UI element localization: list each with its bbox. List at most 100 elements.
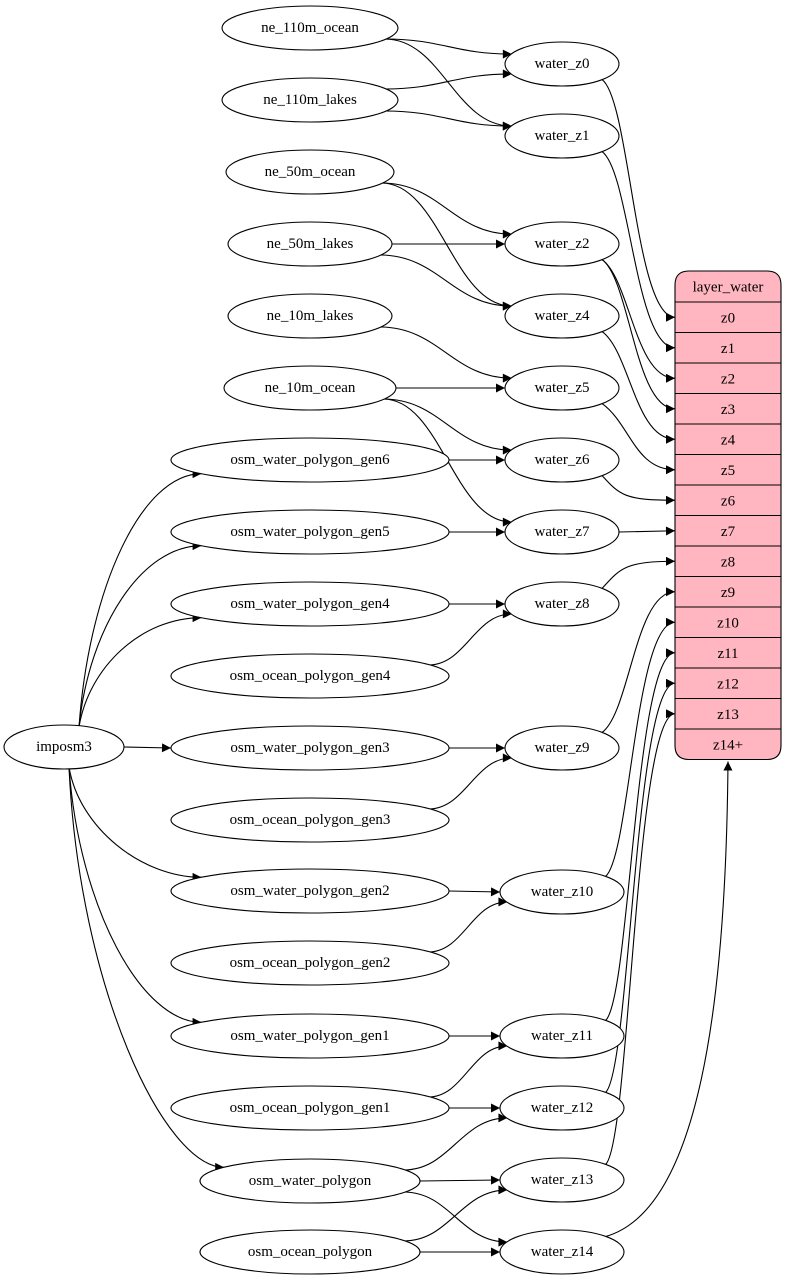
node-label: ne_50m_ocean xyxy=(265,164,356,180)
record-field-z7: z7 xyxy=(721,524,736,540)
edge-ne_110m_lakes-to-wz0 xyxy=(384,69,512,90)
edge-ogen3-to-wz9 xyxy=(428,753,512,810)
node-wz8: water_z8 xyxy=(504,581,620,627)
record-field-z9: z9 xyxy=(721,585,735,601)
node-ellipse xyxy=(170,581,450,627)
edge-ogen4-to-wz8 xyxy=(428,609,512,666)
edge-wp-to-wz12 xyxy=(403,1113,508,1171)
edge-wz8-to-z8 xyxy=(601,556,676,589)
node-ellipse xyxy=(504,437,620,483)
node-label: osm_water_polygon xyxy=(249,1173,372,1189)
node-ellipse xyxy=(504,221,620,267)
node-ellipse xyxy=(504,293,620,339)
node-ellipse xyxy=(499,1013,625,1059)
node-ellipse xyxy=(504,365,620,411)
record-title: layer_water xyxy=(693,280,764,296)
node-ellipse xyxy=(170,437,450,483)
node-op: osm_ocean_polygon xyxy=(199,1229,421,1275)
node-label: osm_ocean_polygon_gen2 xyxy=(230,955,391,971)
node-wz7: water_z7 xyxy=(504,509,620,555)
record-field-z14-plus: z14+ xyxy=(713,737,743,753)
node-ellipse xyxy=(499,869,625,915)
node-ellipse xyxy=(170,1013,450,1059)
node-label: osm_ocean_polygon xyxy=(248,1244,373,1260)
edge-wz2-to-z3 xyxy=(601,258,676,414)
record-field-z0: z0 xyxy=(721,310,735,326)
edge-wz1-to-z1 xyxy=(601,150,676,353)
edge-wz11-to-z11 xyxy=(605,648,676,1022)
node-imposm3: imposm3 xyxy=(3,724,125,770)
record-field-z10: z10 xyxy=(717,615,739,631)
node-ellipse xyxy=(504,41,620,87)
node-label: water_z5 xyxy=(535,380,590,396)
record-field-z13: z13 xyxy=(717,707,739,723)
node-label: water_z9 xyxy=(535,740,590,756)
node-ellipse xyxy=(199,1229,421,1275)
node-label: ne_110m_lakes xyxy=(263,92,357,108)
node-label: osm_water_polygon_gen5 xyxy=(230,524,389,540)
edge-imposm3-to-gen4 xyxy=(78,613,202,728)
node-ellipse xyxy=(3,724,125,770)
edge-ogen1-to-wz11 xyxy=(428,1041,508,1098)
node-wz12: water_z12 xyxy=(499,1085,625,1131)
edge-imposm3-to-gen1 xyxy=(68,766,202,1027)
node-label: water_z6 xyxy=(535,452,590,468)
edge-wz4-to-z4 xyxy=(601,330,676,444)
node-wz14: water_z14 xyxy=(499,1229,625,1275)
node-ellipse xyxy=(170,797,450,843)
record-field-z5: z5 xyxy=(721,463,735,479)
node-label: ne_110m_ocean xyxy=(261,20,359,36)
node-wp: osm_water_polygon xyxy=(199,1158,421,1204)
edge-wp-to-wz13 xyxy=(419,1175,501,1185)
edge-ne_110m_lakes-to-wz1 xyxy=(384,110,512,131)
edge-wz9-to-z9 xyxy=(601,587,676,734)
edge-ne_110m_ocean-to-wz1 xyxy=(384,38,512,131)
node-label: water_z1 xyxy=(535,128,590,144)
edge-imposm3-to-gen5 xyxy=(78,541,202,728)
node-ne-110m-lakes: ne_110m_lakes xyxy=(221,77,399,123)
node-ellipse xyxy=(221,77,399,123)
node-label: water_z13 xyxy=(531,1172,593,1188)
layer-water-record: layer_water z0 z1 z2 z3 z4 z5 z6 z7 z8 z9 z10 z11 z12… xyxy=(674,270,782,761)
node-gen3: osm_water_polygon_gen3 xyxy=(170,725,450,771)
node-wz4: water_z4 xyxy=(504,293,620,339)
node-ellipse xyxy=(223,365,397,411)
node-ellipse xyxy=(227,293,393,339)
node-label: water_z8 xyxy=(535,596,590,612)
node-label: water_z12 xyxy=(531,1100,593,1116)
edge-wz5-to-z5 xyxy=(601,402,676,475)
node-ellipse xyxy=(499,1229,625,1275)
node-wz5: water_z5 xyxy=(504,365,620,411)
edge-ne_50m_lakes-to-wz4 xyxy=(379,254,512,311)
node-ellipse xyxy=(199,1158,421,1204)
node-ellipse xyxy=(170,868,450,914)
node-ellipse xyxy=(221,5,399,51)
node-label: osm_ocean_polygon_gen4 xyxy=(230,668,391,684)
node-label: water_z11 xyxy=(531,1028,593,1044)
node-wz0: water_z0 xyxy=(504,41,620,87)
node-wz10: water_z10 xyxy=(499,869,625,915)
node-label: ne_50m_lakes xyxy=(267,236,354,252)
node-label: osm_water_polygon_gen3 xyxy=(230,740,389,756)
node-ogen3: osm_ocean_polygon_gen3 xyxy=(170,797,450,843)
nodes: ne_110m_ocean ne_110m_lakes ne_50m_oceanne… xyxy=(3,5,625,1275)
record-field-z6: z6 xyxy=(721,493,736,509)
edge-gen2-to-wz10 xyxy=(448,887,501,897)
edge-imposm3-to-gen6 xyxy=(78,469,202,728)
node-label: imposm3 xyxy=(36,739,92,755)
edge-wp-to-wz14 xyxy=(403,1191,508,1247)
node-label: water_z7 xyxy=(535,524,590,540)
node-ogen1: osm_ocean_polygon_gen1 xyxy=(170,1085,450,1131)
node-label: water_z10 xyxy=(531,884,593,900)
node-ne-10m-lakes: ne_10m_lakes xyxy=(227,293,393,339)
node-ne-10m-ocean: ne_10m_ocean xyxy=(223,365,397,411)
edge-wz13-to-z13 xyxy=(605,709,676,1166)
node-gen1: osm_water_polygon_gen1 xyxy=(170,1013,450,1059)
node-label: osm_water_polygon_gen2 xyxy=(230,883,389,899)
node-gen6: osm_water_polygon_gen6 xyxy=(170,437,450,483)
node-wz11: water_z11 xyxy=(499,1013,625,1059)
record-field-z12: z12 xyxy=(717,676,739,692)
edge-imposm3-to-wp xyxy=(68,766,225,1172)
node-label: ne_10m_lakes xyxy=(267,308,354,324)
